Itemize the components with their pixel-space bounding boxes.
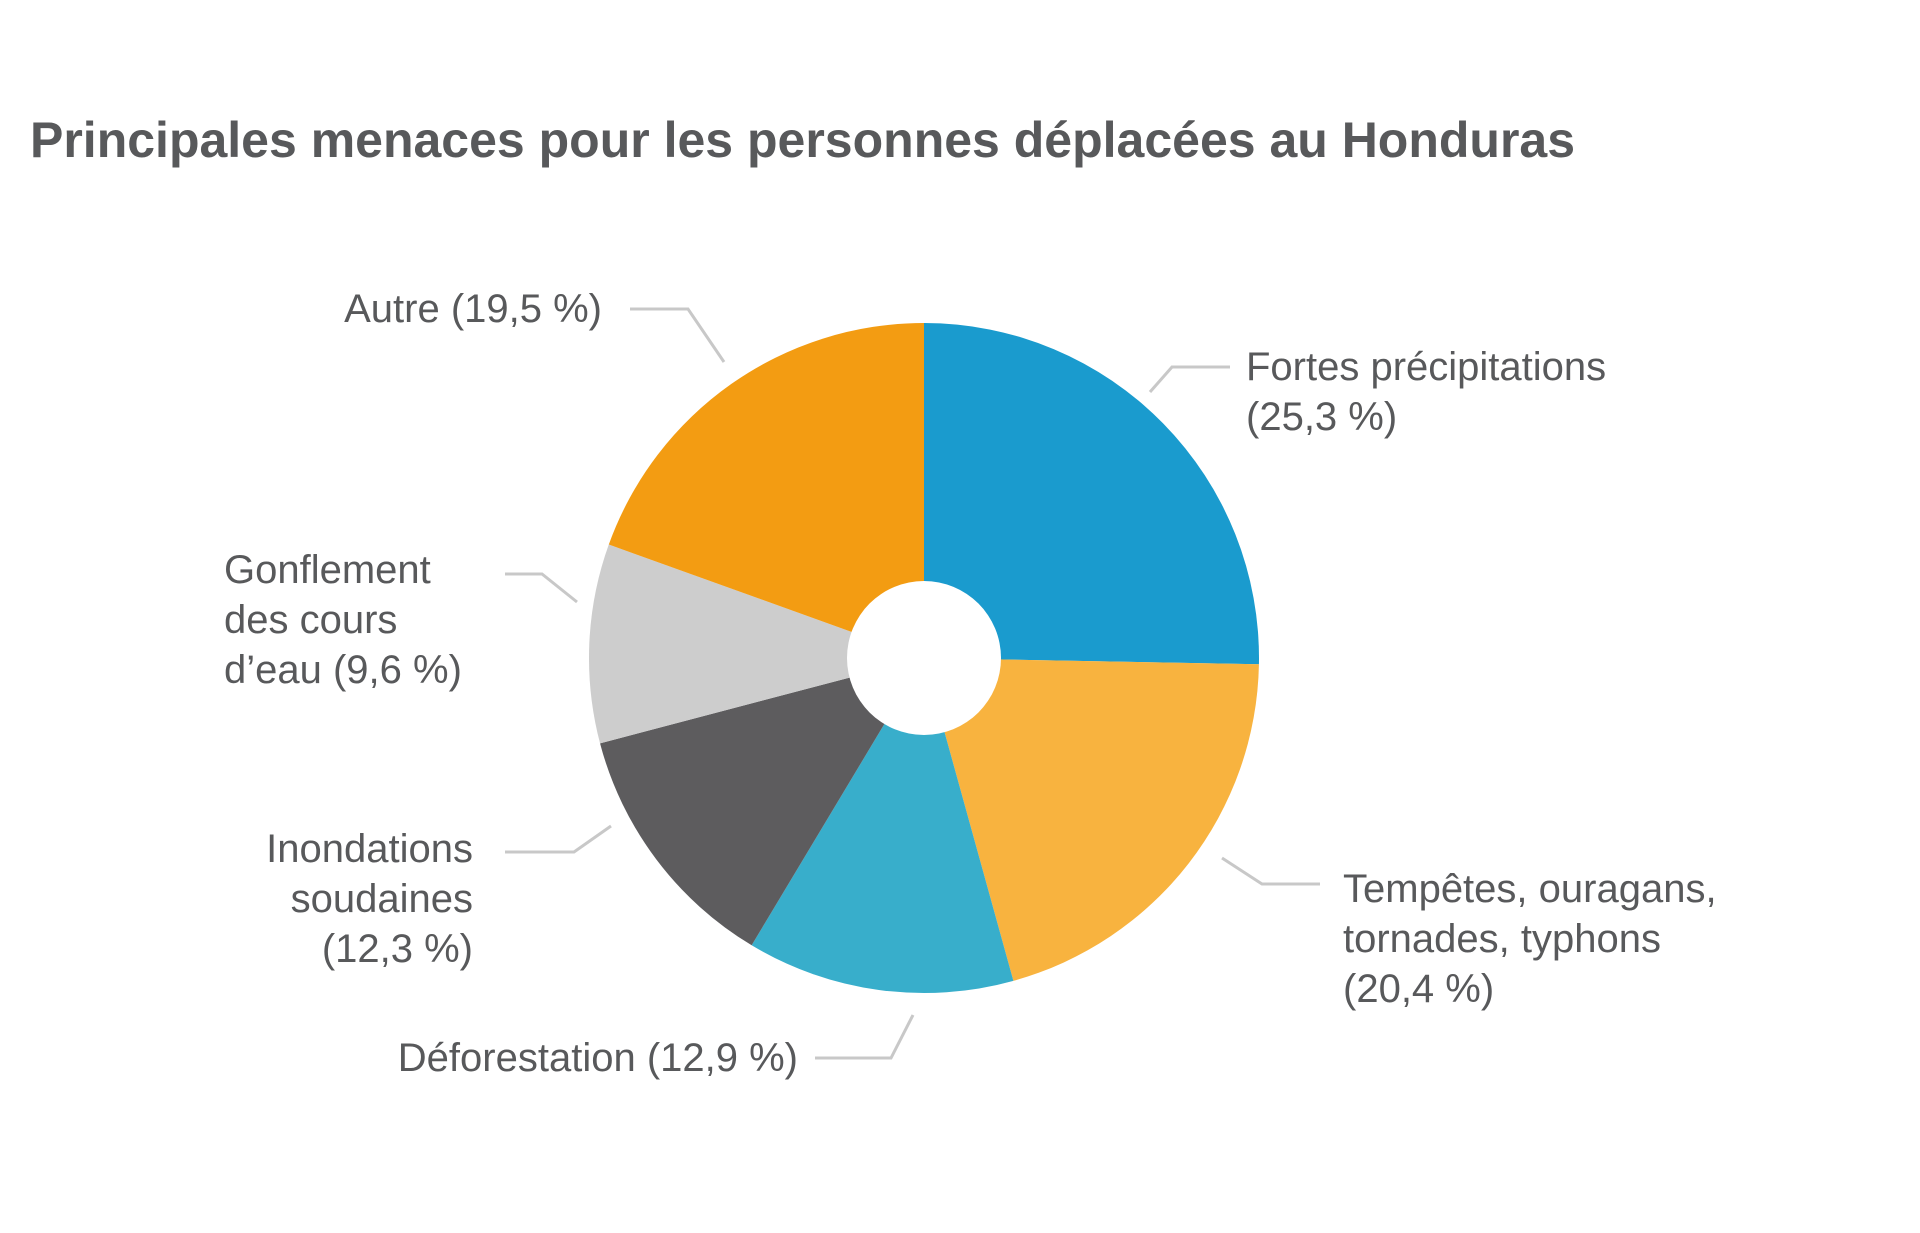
slice-labels: Fortes précipitations (25,3 %) Tempêtes, o… [224, 287, 1717, 1080]
slice-label: Gonflement des cours d’eau (9,6 %) [224, 548, 462, 692]
leader-line [1221, 856, 1320, 886]
slice-label-line: Inondations [266, 827, 473, 871]
slice-label-line: Autre (19,5 %) [344, 287, 602, 331]
pie-slice [588, 544, 924, 744]
slice-label-line: (12,3 %) [322, 927, 473, 971]
leader-line [1148, 365, 1230, 393]
slice-label-line: Tempêtes, ouragans, [1343, 867, 1717, 911]
slice-label-line: soudaines [291, 877, 473, 921]
pie-slice [924, 658, 1259, 981]
leader-line [630, 307, 726, 363]
slice-label-line: (20,4 %) [1343, 967, 1494, 1011]
slice-label: Tempêtes, ouragans, tornades, typhons (20,… [1343, 867, 1717, 1011]
pie-slice [924, 323, 1259, 665]
pie-slice [600, 658, 924, 946]
slice-label-line: (25,3 %) [1246, 395, 1397, 439]
slice-label-line: des cours [224, 598, 397, 642]
slice-label-line: d’eau (9,6 %) [224, 648, 462, 692]
leader-line [815, 1014, 915, 1060]
slice-label: Déforestation (12,9 %) [398, 1036, 798, 1080]
leader-line [505, 824, 612, 854]
slice-label-line: Déforestation (12,9 %) [398, 1036, 798, 1080]
slice-label-line: tornades, typhons [1343, 917, 1661, 961]
pie-slice [751, 658, 1014, 994]
pie-slice [608, 323, 924, 658]
slice-label-line: Fortes précipitations [1246, 345, 1606, 389]
chart-title: Principales menaces pour les personnes d… [30, 112, 1575, 168]
slice-label-line: Gonflement [224, 548, 431, 592]
slice-label: Autre (19,5 %) [344, 287, 602, 331]
slice-label: Inondations soudaines (12,3 %) [266, 827, 473, 971]
center-hole [847, 581, 1001, 735]
pie-slices [588, 323, 1259, 994]
leader-lines [505, 307, 1320, 1060]
leader-line [505, 572, 578, 604]
slice-label: Fortes précipitations (25,3 %) [1246, 345, 1606, 439]
